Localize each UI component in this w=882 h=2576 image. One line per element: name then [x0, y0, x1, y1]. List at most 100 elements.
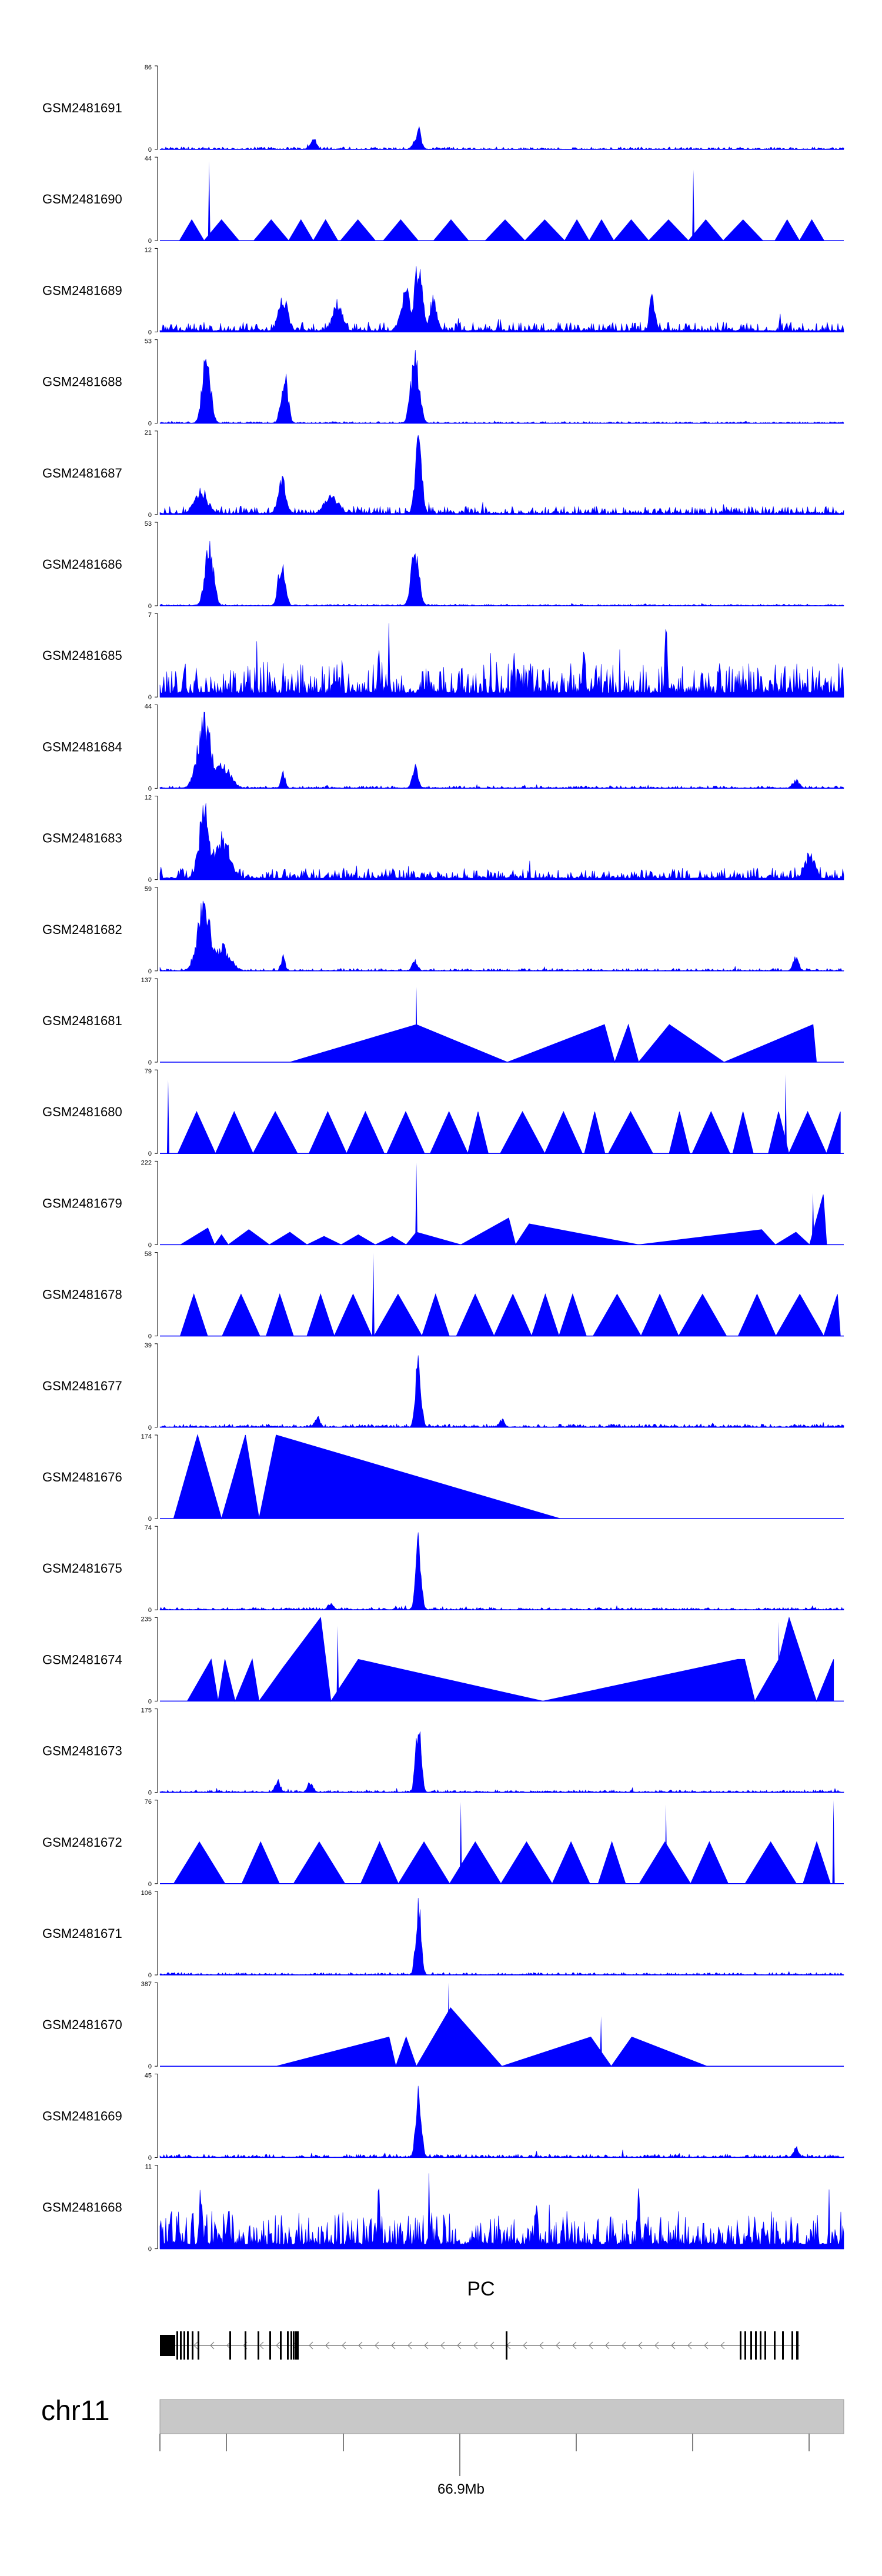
strand-arrow	[638, 2341, 643, 2350]
strand-arrow	[556, 2341, 560, 2350]
coverage-signal	[177, 1110, 841, 1154]
coverage-signal	[289, 1023, 817, 1063]
track-GSM2481681: GSM2481681 137 0	[42, 977, 844, 1066]
gene-exon	[295, 2331, 297, 2360]
coverage-signal	[159, 1532, 844, 1610]
y-min-label: 0	[148, 329, 152, 336]
coverage-signal	[159, 1898, 844, 1976]
y-max-label: 174	[141, 1433, 152, 1440]
y-max-label: 76	[145, 1798, 152, 1806]
y-max-label: 21	[145, 429, 152, 436]
strand-arrow	[259, 2341, 264, 2350]
track-label: GSM2481673	[42, 1744, 122, 1759]
strand-arrow	[342, 2341, 346, 2350]
y-min-label: 0	[148, 238, 152, 245]
track-label: GSM2481684	[42, 739, 122, 754]
gene-exon	[245, 2331, 246, 2360]
strand-arrow	[671, 2341, 676, 2350]
track-GSM2481680: GSM2481680 79 0	[42, 1068, 844, 1157]
gene-exon	[192, 2331, 193, 2360]
track-label: GSM2481676	[42, 1470, 122, 1484]
coverage-spike	[777, 1621, 780, 1701]
track-label: GSM2481681	[42, 1013, 122, 1028]
gene-exon	[183, 2331, 185, 2360]
y-min-label: 0	[148, 1698, 152, 1705]
track-GSM2481688: GSM2481688 53 0	[42, 338, 844, 428]
track-GSM2481685: GSM2481685 7 0	[42, 612, 844, 701]
track-label: GSM2481690	[42, 192, 122, 206]
track-GSM2481683: GSM2481683 12 0	[42, 795, 844, 884]
gene-exon	[744, 2331, 746, 2360]
coverage-signal	[173, 1434, 560, 1520]
y-max-label: 235	[141, 1616, 152, 1623]
gene-exon	[180, 2331, 182, 2360]
strand-arrow	[539, 2341, 544, 2350]
coverage-spike	[166, 1080, 169, 1154]
coverage-signal	[179, 219, 825, 242]
strand-arrow	[424, 2341, 429, 2350]
coverage-signal	[276, 2007, 707, 2067]
track-GSM2481678: GSM2481678 58 0	[42, 1251, 844, 1340]
y-min-label: 0	[148, 968, 152, 975]
locus-tick-label: 66.9Mb	[437, 2481, 485, 2497]
y-max-label: 53	[145, 338, 152, 345]
strand-arrow	[210, 2341, 215, 2350]
gene-exon	[791, 2331, 793, 2360]
y-min-label: 0	[148, 2246, 152, 2253]
gene-exon	[280, 2331, 282, 2360]
coverage-signal	[159, 1355, 844, 1428]
y-max-label: 12	[145, 246, 152, 253]
strand-arrow	[720, 2341, 725, 2350]
coverage-signal	[179, 1293, 841, 1337]
coverage-signal	[159, 266, 844, 332]
track-label: GSM2481688	[42, 375, 122, 389]
y-max-label: 39	[145, 1342, 152, 1349]
y-max-label: 44	[145, 155, 152, 162]
gene-exon	[176, 2331, 178, 2360]
track-GSM2481672: GSM2481672 76 0	[42, 1798, 844, 1888]
coverage-spike	[600, 2016, 603, 2067]
strand-arrow	[457, 2341, 462, 2350]
coverage-spike	[832, 1800, 835, 1884]
gene-exon	[760, 2331, 761, 2360]
coverage-signal	[173, 1841, 831, 1884]
coverage-spike	[692, 169, 695, 241]
coverage-spike	[372, 1252, 375, 1336]
y-min-label: 0	[148, 1150, 152, 1157]
track-label: GSM2481668	[42, 2200, 122, 2215]
y-max-label: 11	[145, 2164, 152, 2171]
strand-arrow	[407, 2341, 412, 2350]
gene-exon	[764, 2331, 766, 2360]
coverage-spike	[208, 161, 211, 241]
gene-exon	[269, 2331, 271, 2360]
y-max-label: 59	[145, 886, 152, 893]
track-GSM2481669: GSM2481669 45 0	[42, 2072, 844, 2161]
gene-exon	[297, 2331, 299, 2360]
strand-arrow	[490, 2341, 495, 2350]
strand-arrow	[572, 2341, 577, 2350]
chromosome-ideogram: chr11 66.9Mb	[41, 2395, 844, 2497]
track-label: GSM2481687	[42, 466, 122, 481]
track-label: GSM2481678	[42, 1287, 122, 1302]
strand-arrow	[325, 2341, 330, 2350]
coverage-tracks: GSM2481691860GSM2481690440GSM2481689120G…	[42, 64, 844, 2253]
strand-arrow	[391, 2341, 396, 2350]
track-GSM2481673: GSM2481673 175 0	[42, 1707, 844, 1797]
track-label: GSM2481672	[42, 1835, 122, 1850]
y-min-label: 0	[148, 2154, 152, 2161]
strand-arrow	[309, 2341, 313, 2350]
y-min-label: 0	[148, 877, 152, 884]
track-GSM2481676: GSM2481676 174 0	[42, 1433, 844, 1523]
coverage-spike	[784, 1074, 787, 1154]
y-max-label: 387	[141, 1981, 152, 1988]
track-GSM2481675: GSM2481675 74 0	[42, 1524, 844, 1614]
y-max-label: 86	[145, 64, 152, 71]
strand-arrow	[358, 2341, 363, 2350]
track-GSM2481690: GSM2481690 44 0	[42, 155, 844, 245]
coverage-signal	[159, 2173, 844, 2249]
gene-exon	[750, 2331, 752, 2360]
gene-exon	[782, 2331, 784, 2360]
y-max-label: 44	[145, 703, 152, 710]
coverage-signal	[159, 900, 844, 972]
track-GSM2481671: GSM2481671 106 0	[42, 1890, 844, 1979]
